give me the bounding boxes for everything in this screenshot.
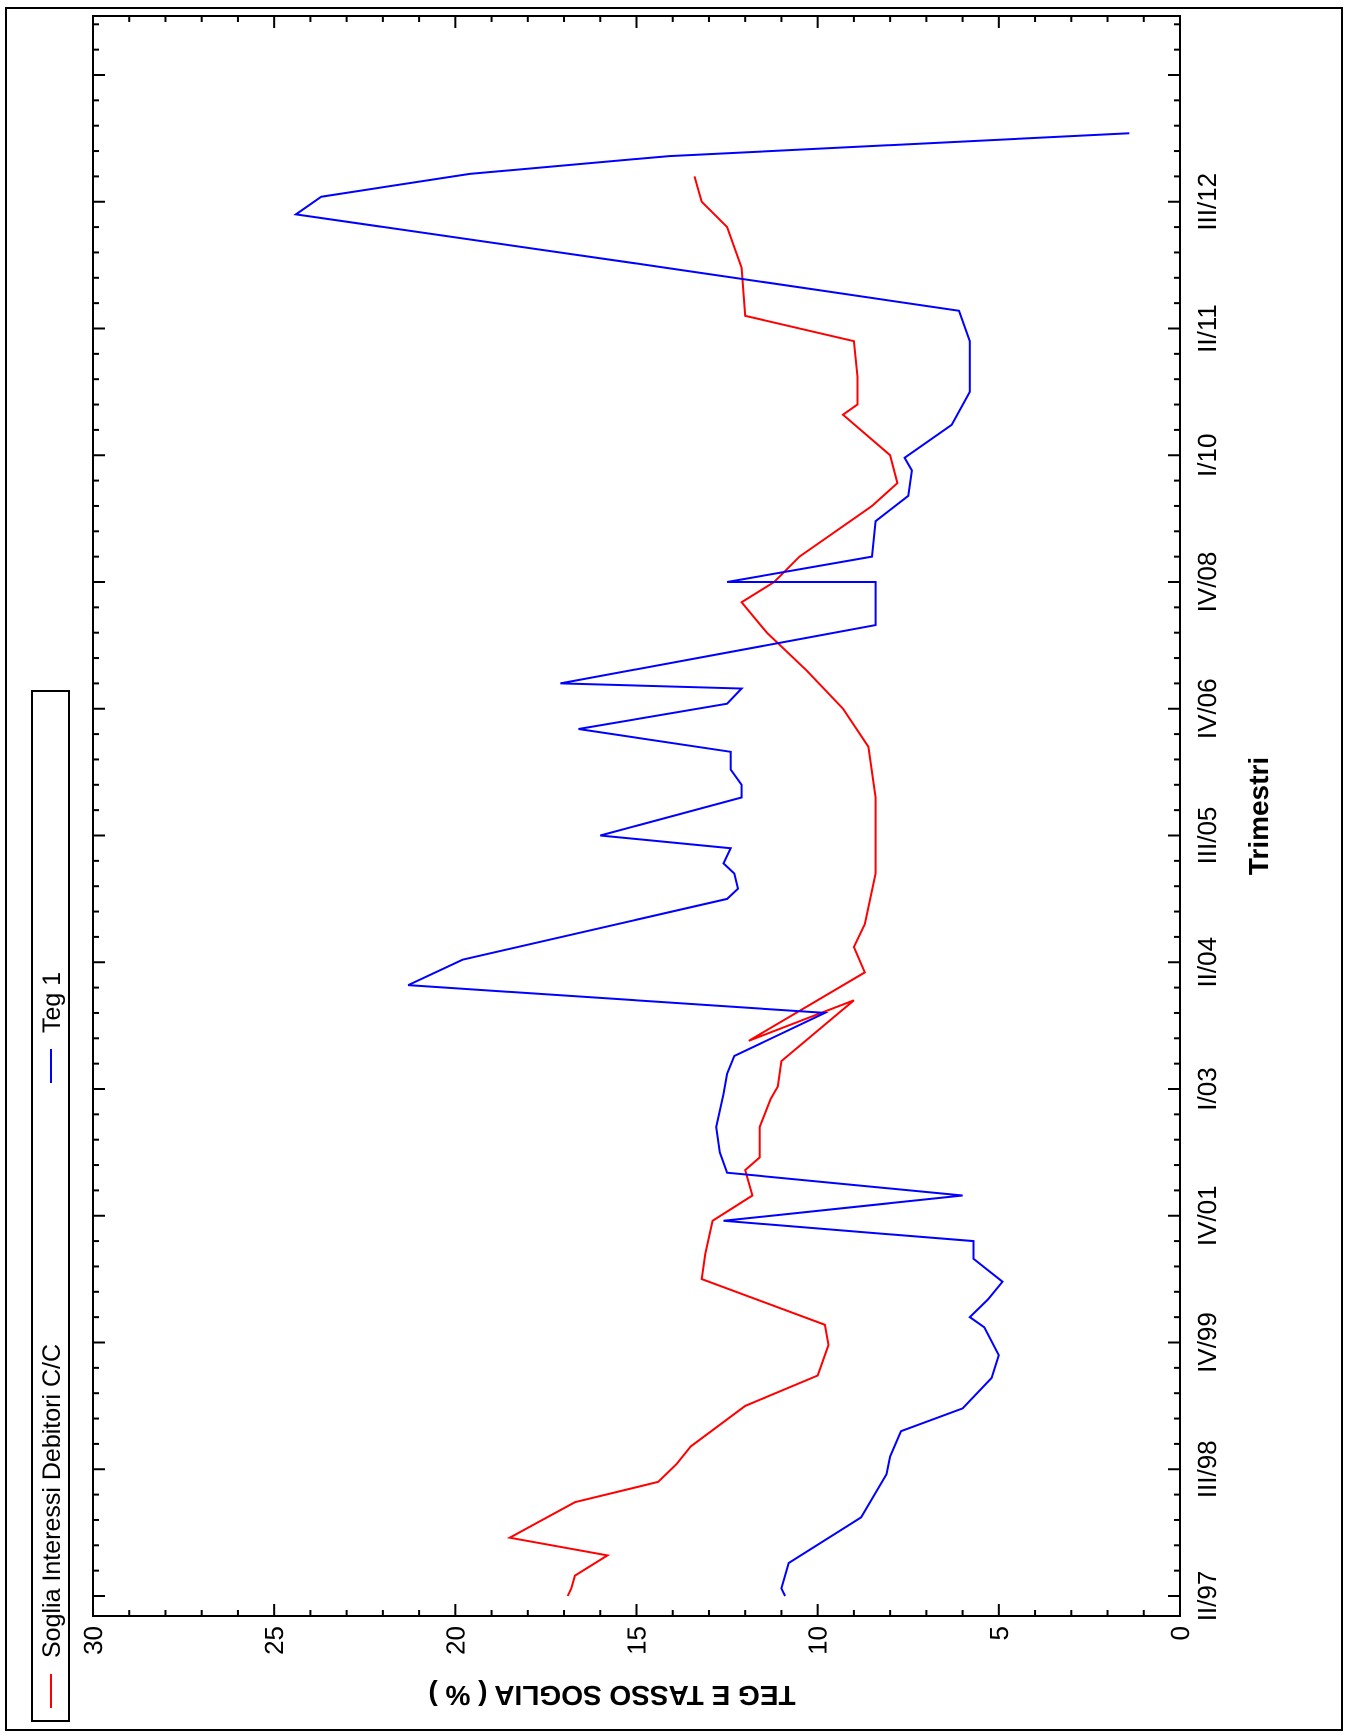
series-line-soglia bbox=[506, 176, 899, 1597]
x-tick-label: II/11 bbox=[1192, 304, 1222, 353]
y-tick-label: 5 bbox=[984, 1626, 1014, 1640]
x-axis-title: Trimestri bbox=[1243, 757, 1274, 875]
x-tick-label: II/97 bbox=[1192, 1571, 1222, 1622]
plot-area bbox=[92, 15, 1181, 1617]
y-axis-title: TEG E TASSO SOGLIA ( % ) bbox=[428, 1680, 795, 1711]
legend-box bbox=[31, 690, 70, 1722]
legend-label-teg1: Teg 1 bbox=[38, 972, 66, 1033]
y-tick-label: 15 bbox=[622, 1626, 652, 1655]
legend: Soglia Interessi Debitori C/C Teg 1 bbox=[31, 690, 70, 1722]
x-tick-label: III/98 bbox=[1192, 1440, 1222, 1498]
y-tick-label: 25 bbox=[259, 1626, 289, 1655]
y-axis: 0 5 10 15 20 25 30 bbox=[78, 16, 1195, 1655]
x-tick-label: III/12 bbox=[1192, 173, 1222, 231]
x-tick-label: II/04 bbox=[1192, 937, 1222, 988]
x-tick-label: IV/06 bbox=[1192, 678, 1222, 739]
x-tick-label: I/03 bbox=[1192, 1067, 1222, 1110]
series-line-teg1 bbox=[293, 132, 1130, 1597]
x-tick-label: IV/99 bbox=[1192, 1312, 1222, 1373]
y-tick-label: 0 bbox=[1165, 1626, 1195, 1640]
x-tick-label: IV/08 bbox=[1192, 552, 1222, 613]
x-tick-label: III/05 bbox=[1192, 807, 1222, 865]
x-tick-label: IV/01 bbox=[1192, 1185, 1222, 1246]
y-tick-label: 10 bbox=[803, 1626, 833, 1655]
series-layer bbox=[293, 132, 1130, 1597]
y-tick-label: 30 bbox=[78, 1626, 108, 1655]
legend-label-soglia: Soglia Interessi Debitori C/C bbox=[38, 1344, 66, 1658]
y-tick-label: 20 bbox=[440, 1626, 470, 1655]
x-tick-label: I/10 bbox=[1192, 434, 1222, 477]
x-axis: II/97 III/98 IV/99 IV/01 I/03 II/04 III/05 IV/0… bbox=[93, 23, 1222, 1622]
